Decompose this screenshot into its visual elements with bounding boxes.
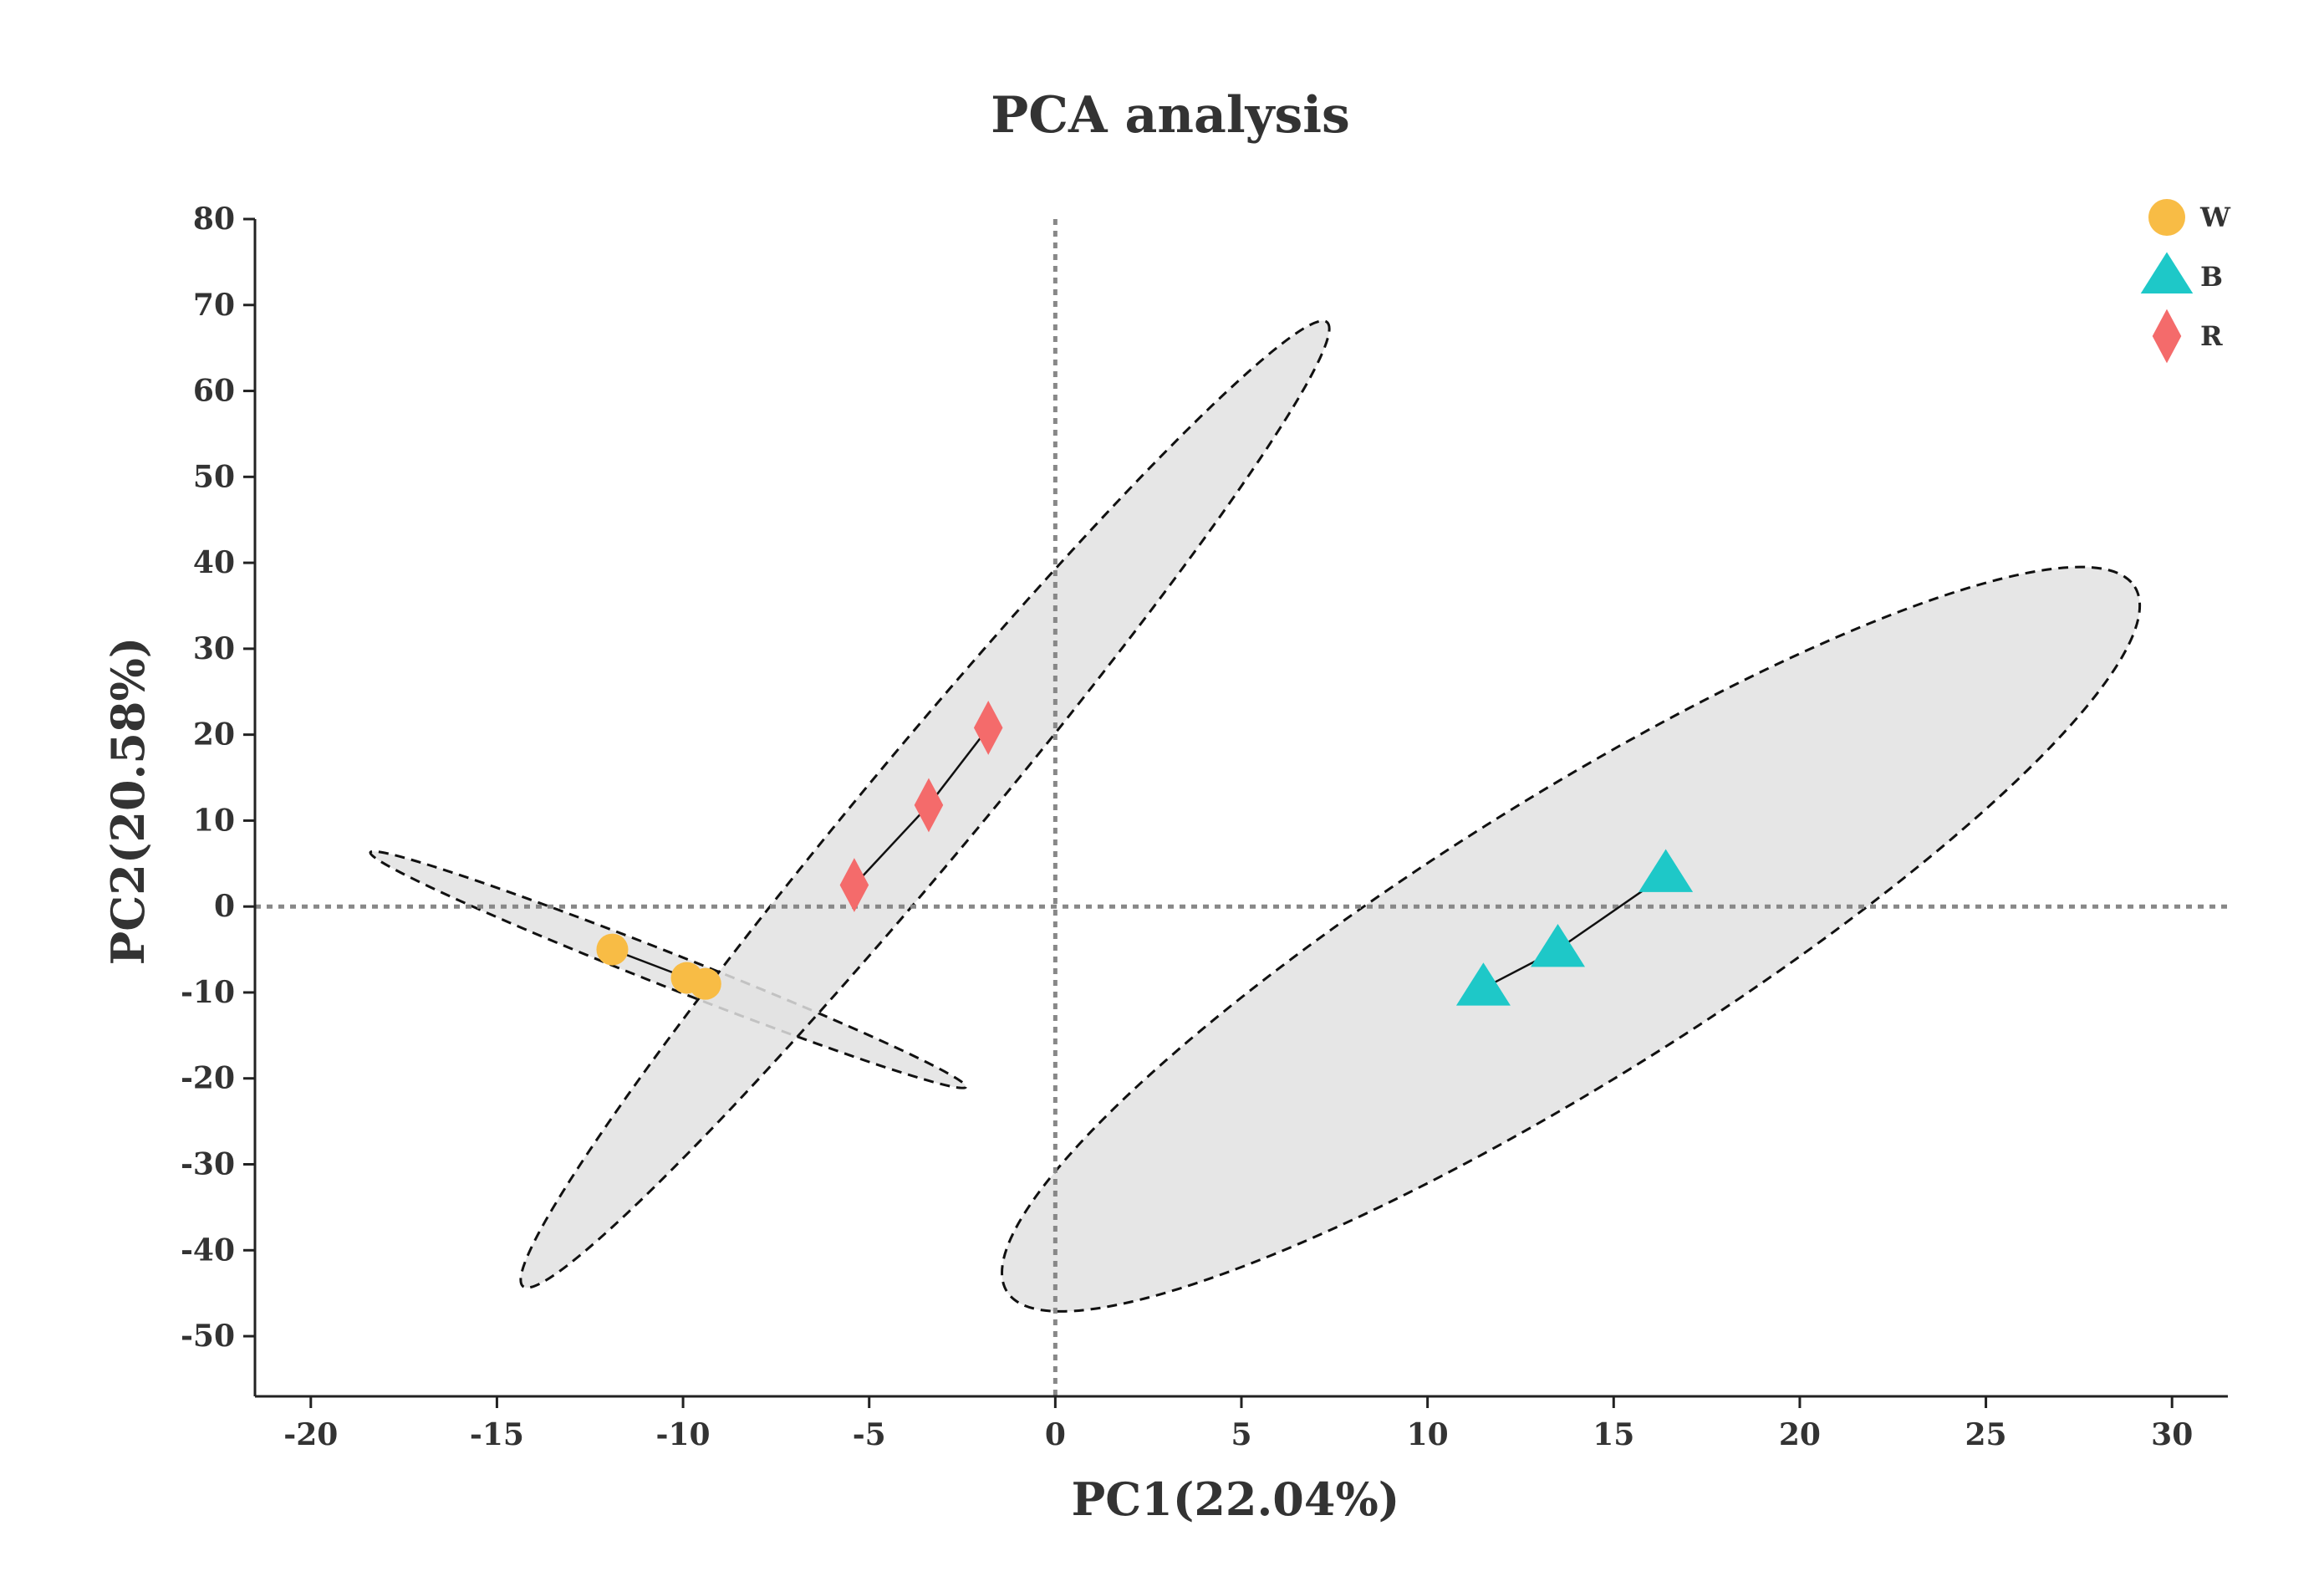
x-axis-title: PC1(22.04%) (1072, 1472, 1400, 1526)
y-axis-title: PC2(20.58%) (101, 637, 155, 966)
y-tick-label: -10 (181, 975, 235, 1010)
ellipse-B (1001, 565, 2142, 1313)
legend-label-W: W (2199, 202, 2231, 233)
point-R-2 (914, 778, 944, 833)
legend-marker-R (2152, 309, 2182, 364)
reference-lines (255, 219, 2228, 1396)
x-ticks: -20 -15 -10 -5 0 5 10 15 20 25 30 (283, 1396, 2193, 1452)
y-tick-label: 20 (193, 717, 235, 753)
x-tick-label: 5 (1231, 1417, 1251, 1452)
y-tick-label: 60 (193, 374, 235, 409)
y-tick-label: 50 (193, 459, 235, 494)
legend-label-R: R (2200, 320, 2223, 352)
point-R-3 (973, 701, 1003, 755)
point-B-1 (1455, 962, 1511, 1006)
x-tick-label: 30 (2151, 1417, 2193, 1452)
legend: WBR (2140, 199, 2231, 364)
x-tick-label: -10 (656, 1417, 711, 1452)
y-tick-label: 30 (193, 631, 235, 666)
x-tick-label: 25 (1965, 1417, 2007, 1452)
point-B-2 (1530, 923, 1585, 967)
x-tick-label: -20 (283, 1417, 338, 1452)
y-tick-label: 0 (214, 889, 235, 924)
point-W-3 (689, 967, 721, 1000)
point-B-3 (1639, 849, 1694, 892)
x-tick-label: 10 (1407, 1417, 1449, 1452)
y-tick-label: 10 (193, 803, 235, 838)
x-tick-label: 20 (1779, 1417, 1821, 1452)
y-tick-label: -20 (181, 1061, 235, 1096)
chart-title: PCA analysis (991, 86, 1350, 145)
x-tick-label: 0 (1045, 1417, 1066, 1452)
point-W-1 (596, 933, 629, 966)
legend-marker-B (2140, 252, 2194, 293)
y-ticks: -50 -40 -30 -20 -10 0 10 20 30 40 50 60 70 80 (181, 202, 255, 1354)
x-tick-label: -15 (470, 1417, 524, 1452)
y-tick-label: -30 (181, 1147, 235, 1182)
y-tick-label: 40 (193, 545, 235, 580)
y-tick-label: -40 (181, 1232, 235, 1268)
point-R-1 (839, 858, 869, 912)
data-points (596, 701, 1694, 1006)
x-tick-label: 15 (1593, 1417, 1634, 1452)
legend-marker-W (2148, 199, 2185, 236)
legend-label-B: B (2200, 261, 2223, 293)
y-tick-label: 70 (193, 288, 235, 323)
x-tick-label: -5 (853, 1417, 886, 1452)
y-tick-label: 80 (193, 202, 235, 237)
confidence-ellipses (369, 319, 2142, 1313)
y-tick-label: -50 (181, 1319, 235, 1354)
